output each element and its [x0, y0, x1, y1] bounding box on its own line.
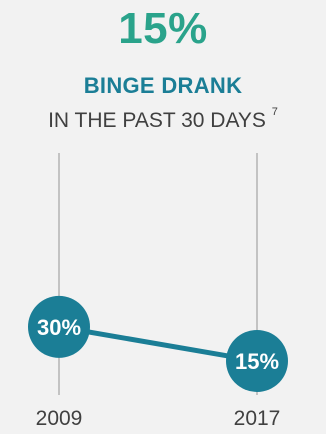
points-layer: 30% 15% [28, 295, 288, 392]
footnote-marker: 7 [271, 106, 278, 118]
data-point-2017 [226, 329, 288, 392]
data-point-2009 [28, 295, 90, 358]
chart-title: BINGE DRANK [83, 73, 243, 98]
data-label-2009: 30% [37, 315, 81, 340]
chart-subtitle: IN THE PAST 30 DAYS 7 [0, 106, 326, 133]
series-line [58, 324, 258, 364]
x-tick-label-2017: 2017 [234, 407, 281, 430]
data-label-2017: 15% [235, 349, 279, 374]
x-tick-label-2009: 2009 [36, 407, 83, 430]
subtitle-text: IN THE PAST 30 DAYS [48, 109, 266, 132]
headline-percent: 15% [118, 4, 208, 53]
